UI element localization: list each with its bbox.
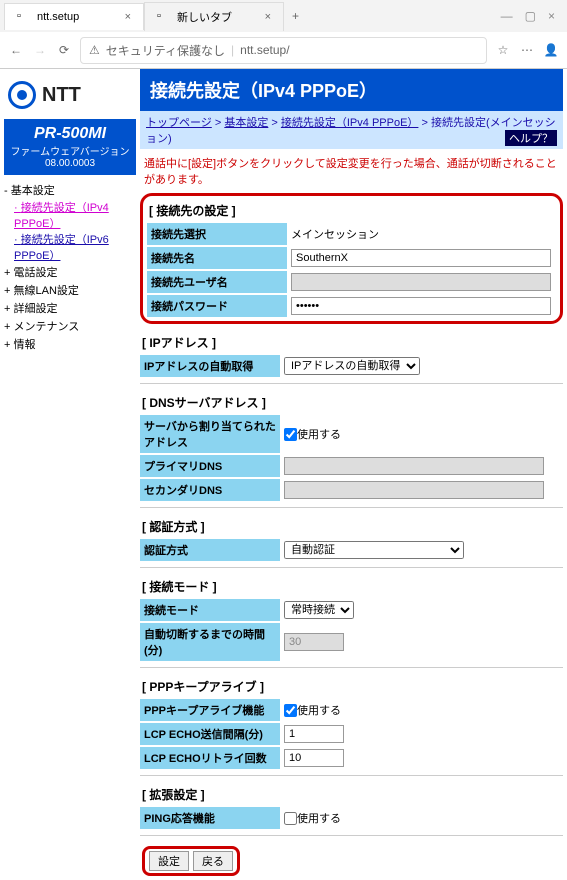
nav-ipv4[interactable]: · 接続先設定（IPv4 PPPoE）: [4, 199, 136, 231]
dns-sec-label: セカンダリDNS: [140, 479, 280, 501]
bc-basic[interactable]: 基本設定: [224, 117, 268, 129]
mode-select[interactable]: 常時接続: [284, 601, 354, 619]
back-button[interactable]: 戻る: [193, 851, 233, 871]
dns-srv-checkbox[interactable]: [284, 428, 297, 441]
main-content: 接続先設定（IPv4 PPPoE） トップページ > 基本設定 > 接続先設定（…: [140, 69, 567, 880]
address-bar: ← → ⟳ ⚠ セキュリティ保護なし | ntt.setup/ ☆ ⋯ 👤: [0, 32, 567, 68]
dns-pri-label: プライマリDNS: [140, 455, 280, 477]
fw-version: 08.00.0003: [6, 158, 134, 169]
dns-srv-label: サーバから割り当てられたアドレス: [140, 415, 280, 453]
ping-cb-label: 使用する: [297, 810, 341, 826]
model-box: PR-500MI ファームウェアバージョン 08.00.0003: [4, 119, 136, 175]
name-label: 接続先名: [147, 247, 287, 269]
sec2-title: [ IPアドレス ]: [140, 330, 563, 355]
bc-ipv4[interactable]: 接続先設定（IPv4 PPPoE）: [281, 117, 419, 129]
sec4-title: [ 認証方式 ]: [140, 514, 563, 539]
auth-select[interactable]: 自動認証: [284, 541, 464, 559]
page-body: NTT PR-500MI ファームウェアバージョン 08.00.0003 - 基…: [0, 69, 567, 880]
int-input[interactable]: [284, 725, 344, 743]
retry-label: LCP ECHOリトライ回数: [140, 747, 280, 769]
ping-checkbox[interactable]: [284, 812, 297, 825]
dns-srv-cb-label: 使用する: [297, 426, 341, 442]
security-icon: ⚠: [89, 43, 100, 57]
nav-info[interactable]: + 情報: [4, 335, 136, 353]
ping-label: PING応答機能: [140, 807, 280, 829]
page-icon: ▫: [157, 10, 171, 24]
profile-icon[interactable]: 👤: [543, 43, 559, 57]
connection-settings-highlight: [ 接続先の設定 ] 接続先選択メインセッション 接続先名 接続先ユーザ名 接続…: [140, 193, 563, 324]
window-controls: — ▢ ×: [501, 9, 563, 23]
refresh-icon[interactable]: ⟳: [56, 43, 72, 57]
forward-icon[interactable]: →: [32, 43, 48, 57]
model-name: PR-500MI: [6, 125, 134, 143]
retry-input[interactable]: [284, 749, 344, 767]
button-highlight: 設定 戻る: [142, 846, 240, 876]
sec1-title: [ 接続先の設定 ]: [147, 198, 556, 223]
tab-2[interactable]: ▫ 新しいタブ ×: [144, 2, 284, 31]
tab-2-close[interactable]: ×: [265, 11, 271, 23]
browser-chrome: ▫ ntt.setup × ▫ 新しいタブ × + — ▢ × ← → ⟳ ⚠ …: [0, 0, 567, 69]
sec3-title: [ DNSサーバアドレス ]: [140, 390, 563, 415]
sel-value: メインセッション: [287, 223, 556, 245]
ip-auto-label: IPアドレスの自動取得: [140, 355, 280, 377]
page-title: 接続先設定（IPv4 PPPoE）: [140, 69, 563, 111]
tab-bar: ▫ ntt.setup × ▫ 新しいタブ × + — ▢ ×: [0, 0, 567, 32]
sel-label: 接続先選択: [147, 223, 287, 245]
help-link[interactable]: ヘルプ？: [505, 130, 557, 146]
menu-icon[interactable]: ⋯: [519, 43, 535, 57]
sec7-title: [ 拡張設定 ]: [140, 782, 563, 807]
nav-detail[interactable]: + 詳細設定: [4, 299, 136, 317]
nav-ipv6[interactable]: · 接続先設定（IPv6 PPPoE）: [4, 231, 136, 263]
dns-sec-input[interactable]: [284, 481, 544, 499]
fw-label: ファームウェアバージョン: [6, 143, 134, 158]
button-row: 設定 戻る: [140, 842, 563, 880]
back-icon[interactable]: ←: [8, 43, 24, 57]
ip-auto-select[interactable]: IPアドレスの自動取得: [284, 357, 420, 375]
tab-1-title: ntt.setup: [37, 11, 79, 23]
url-text: ntt.setup/: [240, 43, 478, 57]
user-input[interactable]: [291, 273, 551, 291]
nav-wlan[interactable]: + 無線LAN設定: [4, 281, 136, 299]
url-box[interactable]: ⚠ セキュリティ保護なし | ntt.setup/: [80, 37, 487, 64]
logo-icon: [8, 81, 36, 109]
nav-phone[interactable]: + 電話設定: [4, 263, 136, 281]
set-button[interactable]: 設定: [149, 851, 189, 871]
name-input[interactable]: [291, 249, 551, 267]
mode-label: 接続モード: [140, 599, 280, 621]
minimize-icon[interactable]: —: [501, 9, 513, 23]
sec5-title: [ 接続モード ]: [140, 574, 563, 599]
timeout-label: 自動切断するまでの時間(分): [140, 623, 280, 661]
int-label: LCP ECHO送信間隔(分): [140, 723, 280, 745]
new-tab-button[interactable]: +: [284, 5, 307, 27]
close-icon[interactable]: ×: [548, 9, 555, 23]
tab-1[interactable]: ▫ ntt.setup ×: [4, 3, 144, 30]
nav-basic[interactable]: - 基本設定: [4, 181, 136, 199]
dns-pri-input[interactable]: [284, 457, 544, 475]
security-text: セキュリティ保護なし: [106, 42, 225, 59]
timeout-input[interactable]: [284, 633, 344, 651]
pass-input[interactable]: [291, 297, 551, 315]
user-label: 接続先ユーザ名: [147, 271, 287, 293]
logo-text: NTT: [42, 84, 81, 107]
pass-label: 接続パスワード: [147, 295, 287, 317]
ka-cb-label: 使用する: [297, 702, 341, 718]
ka-label: PPPキープアライブ機能: [140, 699, 280, 721]
maximize-icon[interactable]: ▢: [525, 9, 536, 23]
bc-top[interactable]: トップページ: [146, 117, 212, 129]
page-icon: ▫: [17, 10, 31, 24]
ka-checkbox[interactable]: [284, 704, 297, 717]
tab-1-close[interactable]: ×: [125, 11, 131, 23]
nav-menu: - 基本設定 · 接続先設定（IPv4 PPPoE） · 接続先設定（IPv6 …: [4, 181, 136, 353]
nav-maint[interactable]: + メンテナンス: [4, 317, 136, 335]
tab-2-title: 新しいタブ: [177, 9, 232, 25]
favorite-icon[interactable]: ☆: [495, 43, 511, 57]
auth-label: 認証方式: [140, 539, 280, 561]
warning-text: 通話中に[設定]ボタンをクリックして設定変更を行った場合、通話が切断されることが…: [140, 149, 563, 193]
breadcrumb: トップページ > 基本設定 > 接続先設定（IPv4 PPPoE） > 接続先設…: [140, 111, 563, 149]
logo: NTT: [4, 77, 136, 113]
sec6-title: [ PPPキープアライブ ]: [140, 674, 563, 699]
sidebar: NTT PR-500MI ファームウェアバージョン 08.00.0003 - 基…: [0, 69, 140, 880]
